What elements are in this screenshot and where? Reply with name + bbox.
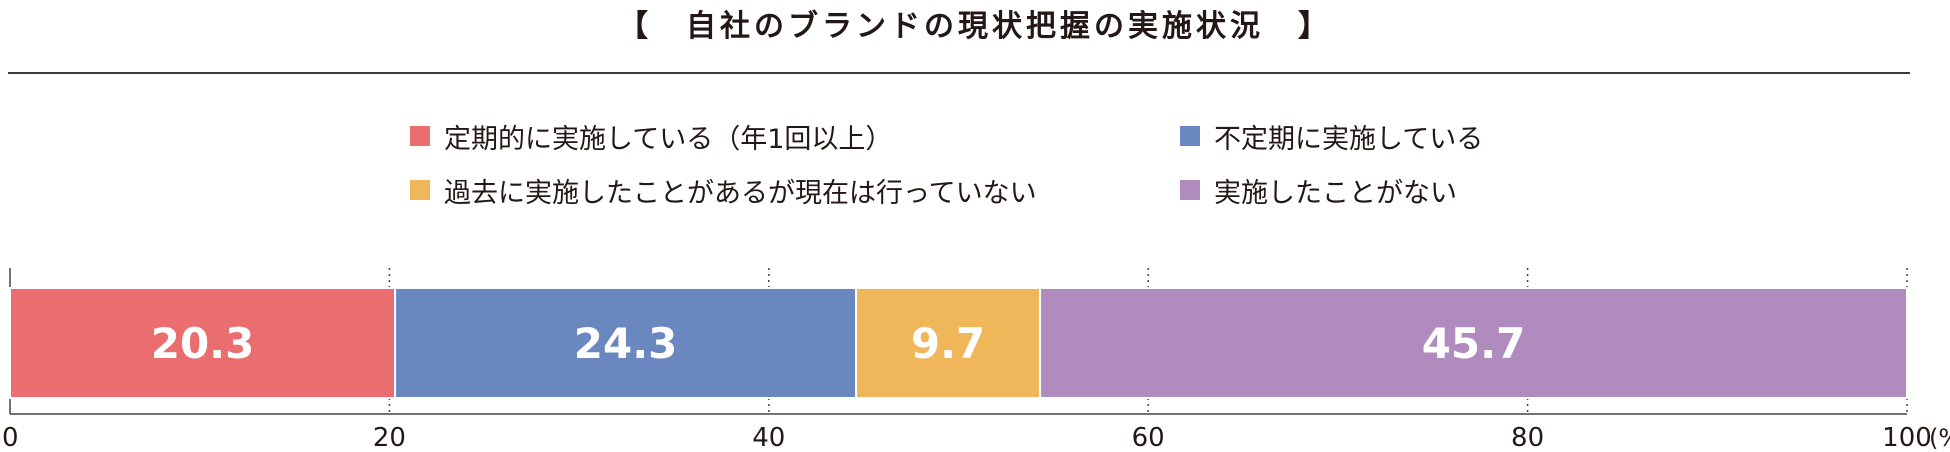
data-label: 24.3 [574, 319, 678, 368]
chart-title: 【 自社のブランドの現状把握の実施状況 】 [618, 9, 1332, 44]
legend-swatch [1180, 126, 1200, 146]
legend-swatch [1180, 180, 1200, 200]
tick-label: 100 [1882, 423, 1932, 452]
legend-swatch [410, 126, 430, 146]
legend-item-never: 実施したことがない [1180, 170, 1457, 210]
tick-label: 0 [2, 423, 19, 452]
data-label: 45.7 [1422, 319, 1526, 368]
title-divider [8, 72, 1910, 74]
axis-unit-label: (%) [1929, 424, 1950, 452]
legend: 定期的に実施している（年1回以上） 不定期に実施している 過去に実施したことがあ… [410, 116, 1610, 216]
legend-item-regular: 定期的に実施している（年1回以上） [410, 116, 892, 156]
tick-label: 20 [373, 423, 406, 452]
legend-label: 過去に実施したことがあるが現在は行っていない [444, 177, 1037, 209]
bar-segment [1039, 287, 1909, 399]
legend-item-irregular: 不定期に実施している [1180, 116, 1483, 156]
legend-label: 実施したことがない [1214, 177, 1457, 209]
legend-label: 定期的に実施している（年1回以上） [444, 123, 893, 155]
tick-label: 40 [752, 423, 785, 452]
stacked-bar-chart: 20.3 24.3 9.7 45.7 0 20 40 60 80 100(%) [2, 268, 1950, 452]
legend-label: 不定期に実施している [1214, 123, 1484, 155]
bar-segment [855, 287, 1042, 399]
data-label: 20.3 [151, 319, 255, 368]
legend-swatch [410, 180, 430, 200]
bar-segment [9, 287, 397, 399]
data-label: 9.7 [911, 319, 985, 368]
bar-segment [394, 287, 858, 399]
tick-label: 80 [1511, 423, 1544, 452]
tick-label: 60 [1132, 423, 1165, 452]
legend-item-past: 過去に実施したことがあるが現在は行っていない [410, 170, 1037, 210]
